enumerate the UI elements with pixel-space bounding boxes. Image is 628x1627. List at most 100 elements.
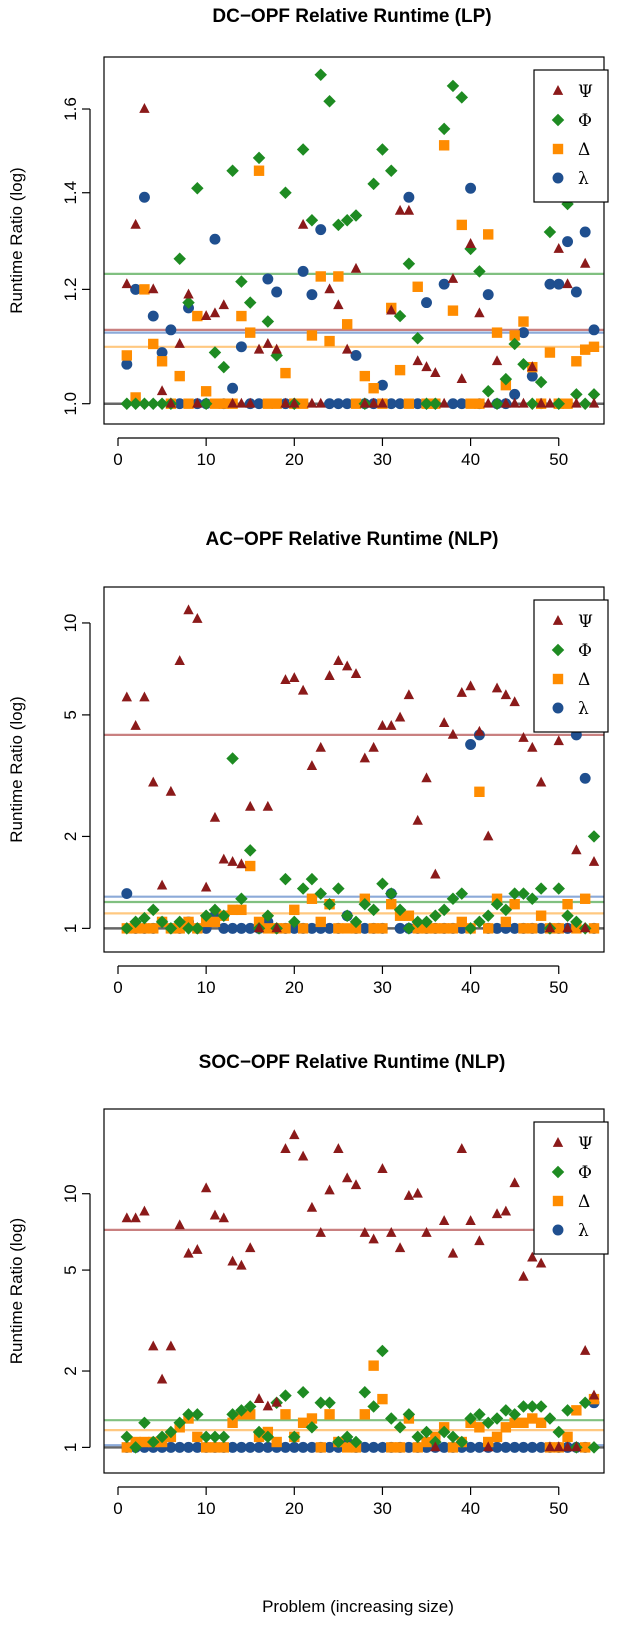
x-tick-label: 30 — [373, 978, 392, 997]
point-lambda — [588, 324, 600, 336]
point-phi — [182, 296, 195, 309]
point-phi — [261, 909, 275, 922]
point-psi — [386, 719, 397, 730]
point-psi — [165, 397, 177, 408]
point-psi — [527, 361, 538, 372]
point-phi — [235, 1404, 248, 1417]
point-delta — [306, 1413, 318, 1424]
point-lambda — [376, 1441, 388, 1453]
point-phi — [138, 911, 151, 925]
point-phi — [155, 397, 169, 410]
point-lambda — [465, 182, 477, 194]
point-psi — [218, 853, 229, 864]
point-phi — [173, 915, 186, 929]
point-phi — [129, 915, 142, 929]
point-delta — [245, 860, 256, 872]
x-tick-label: 20 — [285, 1499, 304, 1518]
point-psi — [130, 719, 141, 730]
point-phi — [534, 1400, 548, 1413]
point-psi — [359, 752, 371, 763]
point-psi — [297, 684, 309, 695]
point-psi — [139, 691, 150, 702]
point-phi — [208, 903, 222, 917]
point-psi — [183, 288, 194, 299]
point-delta — [527, 923, 538, 934]
point-phi — [561, 1404, 574, 1417]
point-phi — [526, 1400, 539, 1413]
point-psi — [386, 304, 397, 315]
point-psi — [430, 1441, 441, 1452]
point-phi — [429, 397, 442, 410]
legend-marker-delta — [552, 1195, 564, 1207]
point-delta — [368, 1360, 379, 1371]
point-delta — [377, 1393, 388, 1405]
point-phi — [464, 922, 477, 935]
point-delta — [253, 916, 265, 928]
point-psi — [562, 1441, 573, 1452]
x-tick-label: 0 — [113, 1499, 122, 1518]
point-phi — [508, 887, 521, 900]
point-psi — [509, 397, 520, 408]
point-psi — [324, 670, 335, 680]
point-psi — [306, 760, 318, 770]
point-phi — [570, 915, 583, 929]
point-phi — [305, 213, 319, 227]
point-phi — [534, 882, 548, 895]
point-psi — [183, 1247, 194, 1258]
point-delta — [571, 356, 582, 367]
point-psi — [271, 343, 282, 354]
point-psi — [183, 604, 194, 615]
point-delta — [403, 398, 415, 409]
point-phi — [552, 1425, 565, 1439]
point-phi — [147, 397, 160, 410]
point-phi — [455, 91, 469, 104]
point-psi — [518, 1270, 529, 1281]
point-lambda — [147, 310, 159, 322]
point-lambda — [509, 922, 521, 934]
x-tick-label: 40 — [461, 978, 480, 997]
point-delta — [386, 898, 397, 910]
point-phi — [499, 903, 513, 917]
point-lambda — [165, 324, 177, 336]
point-psi — [280, 674, 291, 684]
legend-label: Φ — [578, 111, 592, 131]
point-psi — [200, 881, 212, 892]
point-delta — [236, 904, 247, 916]
point-lambda — [244, 922, 256, 934]
point-psi — [297, 218, 309, 229]
point-delta — [474, 1422, 485, 1433]
point-phi — [437, 903, 451, 917]
point-phi — [561, 197, 574, 211]
point-phi — [332, 882, 345, 895]
point-delta — [192, 1431, 203, 1443]
point-phi — [552, 397, 565, 410]
point-delta — [579, 1442, 591, 1453]
point-delta — [139, 1436, 150, 1448]
point-lambda — [562, 236, 574, 248]
point-phi — [508, 1408, 521, 1421]
point-lambda — [324, 1441, 336, 1453]
x-tick-label: 40 — [461, 1499, 480, 1518]
point-psi — [412, 814, 423, 825]
point-phi — [481, 385, 495, 398]
point-delta — [280, 367, 291, 379]
point-phi — [279, 872, 292, 886]
point-phi — [508, 337, 521, 351]
point-delta — [527, 1413, 538, 1424]
point-psi — [262, 1400, 274, 1411]
point-psi — [253, 343, 265, 354]
point-phi — [349, 1435, 363, 1449]
point-phi — [182, 1408, 195, 1421]
x-tick-label: 10 — [197, 450, 216, 469]
point-psi — [324, 283, 335, 294]
point-lambda — [271, 286, 283, 298]
point-delta — [483, 923, 494, 934]
point-delta — [297, 1417, 309, 1429]
point-phi — [261, 315, 275, 328]
point-phi — [446, 1430, 460, 1444]
x-tick-label: 50 — [549, 1499, 568, 1518]
legend-marker-psi — [552, 85, 564, 95]
point-delta — [562, 898, 573, 910]
point-psi — [174, 337, 185, 348]
point-phi — [481, 1416, 495, 1430]
